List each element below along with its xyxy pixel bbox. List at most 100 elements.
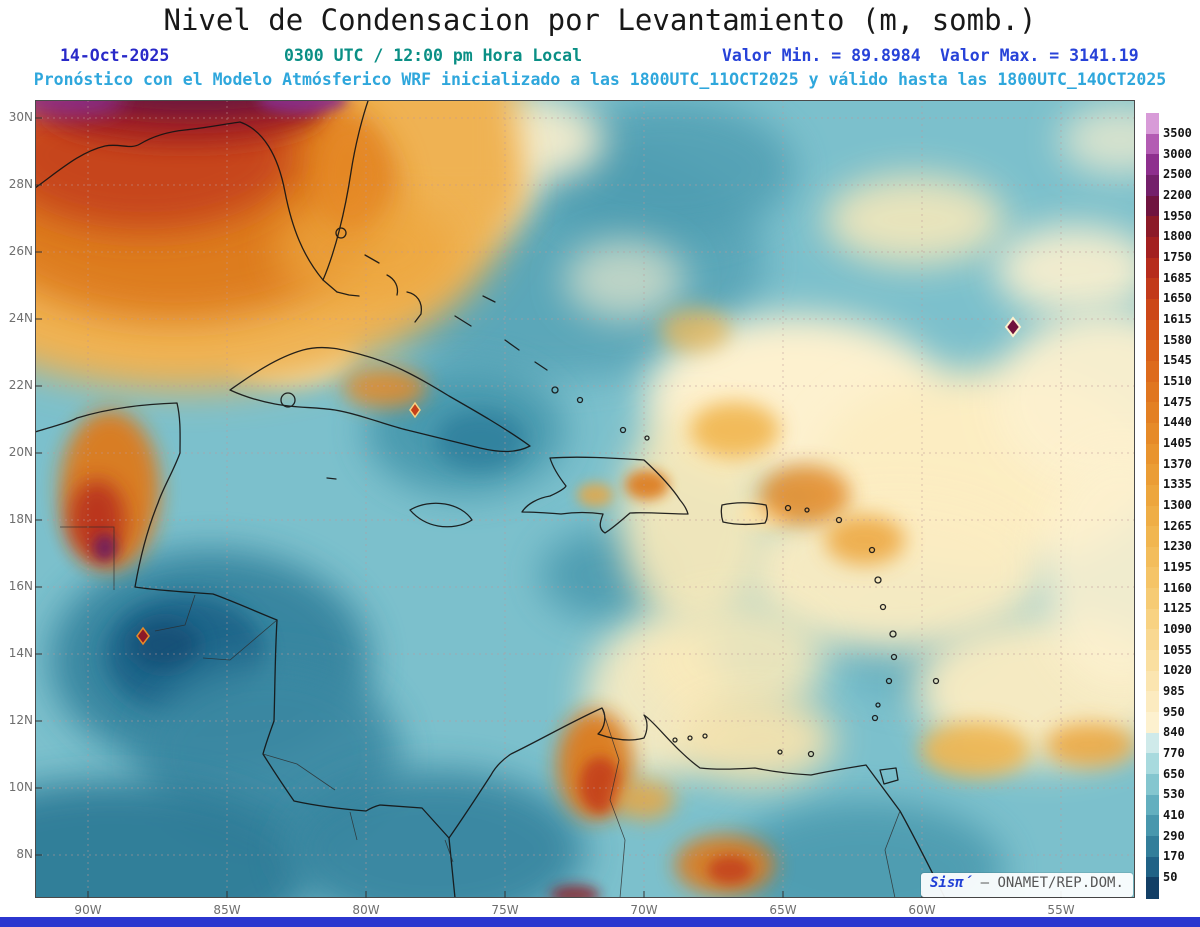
colorbar-block xyxy=(1146,712,1159,734)
colorbar-block xyxy=(1146,691,1159,713)
colorbar-label: 985 xyxy=(1163,683,1185,698)
lat-label: 26N xyxy=(8,244,33,258)
lon-label: 70W xyxy=(630,903,658,917)
colorbar-label: 1020 xyxy=(1163,663,1192,678)
colorbar-label: 1265 xyxy=(1163,518,1192,533)
lon-label: 75W xyxy=(491,903,519,917)
colorbar-block xyxy=(1146,154,1159,176)
colorbar-block xyxy=(1146,484,1159,507)
lat-label: 18N xyxy=(8,512,33,526)
colorbar-label: 1090 xyxy=(1163,621,1192,636)
colorbar-label: 1300 xyxy=(1163,498,1192,512)
colorbar-block xyxy=(1146,650,1159,672)
colorbar-label: 1685 xyxy=(1163,270,1192,285)
extreme-value-markers xyxy=(136,316,1022,646)
colorbar-label: 840 xyxy=(1163,725,1185,740)
forecast-subtitle: Pronóstico con el Modelo Atmósferico WRF… xyxy=(33,70,1167,89)
colorbar-label: 1615 xyxy=(1163,312,1192,327)
colorbar-block xyxy=(1146,278,1159,300)
watermark-credit: – ONAMET/REP.DOM. xyxy=(980,875,1124,891)
colorbar-block xyxy=(1146,113,1159,135)
colorbar-label: 1230 xyxy=(1163,539,1192,554)
colorbar-block xyxy=(1146,815,1159,837)
colorbar-block xyxy=(1146,443,1159,465)
lat-label: 12N xyxy=(8,713,33,727)
colorbar-block xyxy=(1146,236,1159,259)
colorbar-block xyxy=(1146,753,1159,775)
lon-label: 90W xyxy=(74,903,102,917)
colorbar-label: 290 xyxy=(1163,828,1185,843)
colorbar-block xyxy=(1146,340,1159,362)
colorbar-block xyxy=(1146,464,1159,486)
colorbar-label: 950 xyxy=(1163,704,1185,719)
colorbar-label: 1440 xyxy=(1163,415,1192,430)
colorbar-block xyxy=(1146,836,1159,858)
colorbar-label: 170 xyxy=(1163,849,1185,864)
page-title: Nivel de Condensacion por Levantamiento … xyxy=(163,3,1037,37)
colorbar-label: 410 xyxy=(1163,807,1185,822)
colorbar-block xyxy=(1146,732,1159,754)
colorbar-block xyxy=(1146,381,1159,403)
colorbar-label: 2500 xyxy=(1163,167,1192,182)
colorbar-block xyxy=(1146,174,1159,197)
colorbar-label: 1195 xyxy=(1163,559,1192,574)
colorbar-block xyxy=(1146,402,1159,424)
value-min: Valor Min. = 89.8984 xyxy=(722,46,921,65)
contour-fill-layer xyxy=(35,100,1135,898)
lon-label: 85W xyxy=(213,903,241,917)
map-frame-border xyxy=(35,100,1135,898)
colorbar-block xyxy=(1146,360,1159,383)
colorbar-label: 1125 xyxy=(1163,601,1192,616)
colorbar-label: 2200 xyxy=(1163,188,1192,203)
colorbar-label: 1750 xyxy=(1163,250,1192,265)
lon-label: 65W xyxy=(769,903,797,917)
colorbar-block xyxy=(1146,319,1159,341)
colorbar-label: 1335 xyxy=(1163,477,1192,492)
colorbar-block xyxy=(1146,629,1159,651)
lon-label: 80W xyxy=(352,903,380,917)
lat-label: 16N xyxy=(8,579,33,593)
colorbar-block xyxy=(1146,546,1159,569)
lat-label: 10N xyxy=(8,780,33,794)
coastlines xyxy=(35,100,946,898)
valid-time: 0300 UTC / 12:00 pm Hora Local xyxy=(284,46,583,65)
colorbar-label: 1370 xyxy=(1163,456,1192,471)
colorbar-block xyxy=(1146,422,1159,445)
colorbar-block xyxy=(1146,257,1159,279)
colorbar-block xyxy=(1146,216,1159,238)
lat-label: 8N xyxy=(16,847,33,861)
grid-lines xyxy=(35,100,1135,898)
lat-label: 30N xyxy=(8,110,33,124)
colorbar-label: 1510 xyxy=(1163,374,1192,389)
bottom-blue-bar xyxy=(0,917,1200,927)
colorbar-label: 1650 xyxy=(1163,291,1192,306)
value-max: Valor Max. = 3141.19 xyxy=(940,46,1139,65)
colorbar-label: 3500 xyxy=(1163,126,1192,141)
colorbar-block xyxy=(1146,567,1159,589)
colorbar-label: 1160 xyxy=(1163,580,1192,595)
lat-label: 20N xyxy=(8,445,33,459)
colorbar-block xyxy=(1146,195,1159,217)
colorbar-label: 530 xyxy=(1163,787,1185,802)
colorbar-label: 1405 xyxy=(1163,436,1192,451)
colorbar-block xyxy=(1146,877,1159,899)
colorbar-label: 50 xyxy=(1163,869,1178,884)
header-line: 14-Oct-2025 0300 UTC / 12:00 pm Hora Loc… xyxy=(0,46,1200,66)
colorbar-label: 1055 xyxy=(1163,642,1192,657)
colorbar-label: 650 xyxy=(1163,766,1185,781)
colorbar-block xyxy=(1146,608,1159,631)
colorbar-label: 1545 xyxy=(1163,353,1192,368)
valid-date: 14-Oct-2025 xyxy=(60,46,170,65)
colorbar-label: 1475 xyxy=(1163,394,1192,409)
colorbar-label: 3000 xyxy=(1163,146,1192,161)
colorbar-label: 1800 xyxy=(1163,229,1192,244)
lon-label: 55W xyxy=(1047,903,1075,917)
colorbar-block xyxy=(1146,794,1159,816)
colorbar-label: 1950 xyxy=(1163,208,1192,223)
lat-label: 22N xyxy=(8,378,33,392)
lon-label: 60W xyxy=(908,903,936,917)
watermark-brand: Sisπ́ xyxy=(930,875,973,891)
colorbar-block xyxy=(1146,774,1159,796)
country-borders xyxy=(60,526,901,898)
